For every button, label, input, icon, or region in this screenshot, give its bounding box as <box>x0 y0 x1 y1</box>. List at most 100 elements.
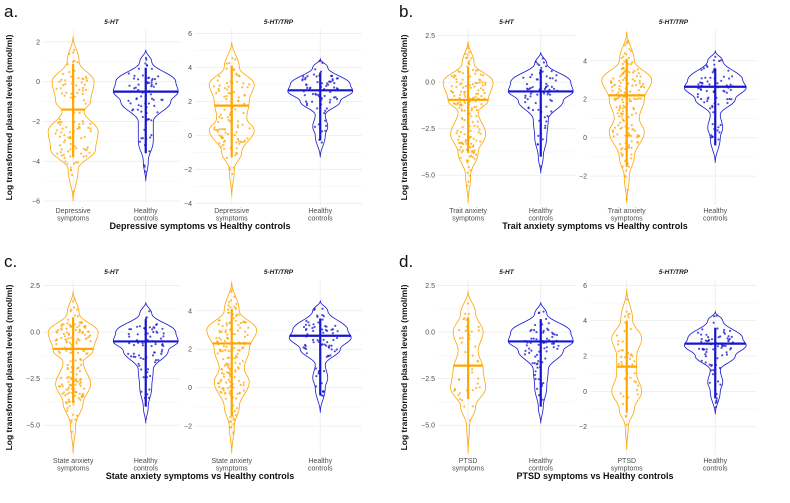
data-point <box>132 352 135 355</box>
data-point <box>335 348 338 351</box>
data-point <box>218 331 222 334</box>
data-point <box>470 107 473 110</box>
data-point <box>312 323 315 326</box>
data-point <box>622 119 625 122</box>
data-point <box>74 328 77 332</box>
data-point <box>478 81 481 84</box>
data-point <box>471 155 474 158</box>
violin-outline <box>287 57 354 158</box>
data-point <box>626 188 629 191</box>
data-point <box>461 142 464 145</box>
data-point <box>60 131 63 134</box>
data-point <box>64 83 67 86</box>
data-point <box>328 101 331 104</box>
data-point <box>464 312 467 315</box>
data-point <box>322 315 325 318</box>
data-point <box>453 74 456 77</box>
data-point <box>615 334 619 337</box>
data-point <box>470 57 473 60</box>
y-tick-label: 0.0 <box>30 330 40 337</box>
data-point <box>636 388 639 392</box>
x-tick-label: Depressive <box>214 208 249 215</box>
x-tick-label: controls <box>133 466 158 473</box>
data-point <box>540 66 543 69</box>
data-point <box>729 83 732 86</box>
data-point <box>330 348 333 351</box>
data-point <box>451 91 454 94</box>
data-point <box>217 87 220 90</box>
y-tick-label: 2.5 <box>30 283 40 290</box>
data-point <box>701 82 704 85</box>
data-point <box>323 112 326 115</box>
data-point <box>128 342 131 345</box>
data-point <box>315 375 318 378</box>
data-point <box>336 336 339 340</box>
data-point <box>58 351 62 354</box>
y-tick-label: 0 <box>583 135 587 142</box>
data-point <box>69 148 72 151</box>
data-point <box>150 344 153 348</box>
data-point <box>481 81 484 84</box>
data-point <box>626 298 629 301</box>
data-point <box>246 333 249 337</box>
data-point <box>63 156 66 159</box>
data-point <box>78 339 81 342</box>
data-point <box>81 89 84 92</box>
data-point <box>146 368 150 371</box>
data-point <box>631 61 634 64</box>
data-point <box>700 340 703 343</box>
data-point <box>617 91 620 94</box>
data-point <box>149 93 153 96</box>
data-point <box>141 342 144 345</box>
data-point <box>551 331 554 334</box>
data-point <box>72 403 75 406</box>
data-point <box>60 78 63 81</box>
data-point <box>541 138 544 141</box>
violin-group-symptoms <box>450 291 486 454</box>
data-point <box>621 165 624 168</box>
data-point <box>236 124 239 127</box>
data-point <box>704 339 707 342</box>
data-point <box>156 111 159 114</box>
data-point <box>709 107 712 110</box>
data-point <box>150 97 154 100</box>
data-point <box>458 106 461 109</box>
data-point <box>543 347 546 350</box>
data-point <box>224 349 227 352</box>
data-point <box>637 384 640 387</box>
data-point <box>65 402 68 405</box>
data-point <box>73 314 77 317</box>
data-point <box>85 77 88 80</box>
data-point <box>712 321 715 324</box>
data-point <box>620 363 624 366</box>
data-point <box>69 96 73 99</box>
data-point <box>150 134 153 137</box>
data-point <box>542 92 546 95</box>
data-point <box>630 124 633 127</box>
data-point <box>150 81 153 84</box>
data-point <box>233 305 236 308</box>
data-point <box>525 344 528 347</box>
data-point <box>64 338 67 341</box>
data-point <box>711 123 714 126</box>
data-point <box>621 62 624 66</box>
y-tick-label: −6 <box>32 199 40 206</box>
data-point <box>620 113 623 116</box>
data-point <box>705 89 708 93</box>
data-point <box>316 107 319 110</box>
data-point <box>153 104 156 107</box>
data-point <box>241 347 244 350</box>
data-point <box>625 42 628 45</box>
data-point <box>624 175 627 178</box>
data-point <box>638 82 641 85</box>
y-tick-label: −5.0 <box>26 423 40 430</box>
y-tick-label: −2 <box>579 424 587 431</box>
data-point <box>84 102 87 105</box>
data-point <box>237 379 241 382</box>
data-point <box>725 351 728 354</box>
data-point <box>230 425 233 429</box>
data-point <box>76 326 79 329</box>
data-point <box>228 420 231 423</box>
